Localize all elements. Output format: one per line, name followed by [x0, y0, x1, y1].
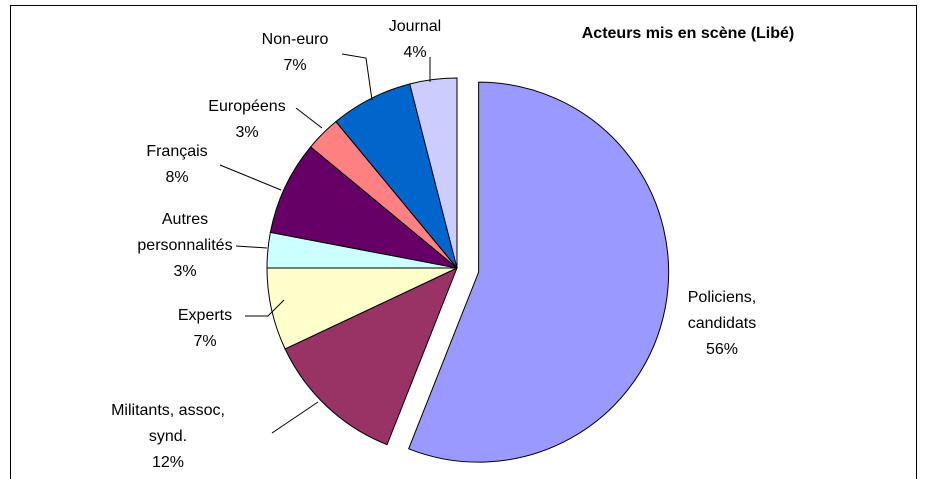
pie-slice [269, 146, 458, 269]
label-line: synd. [149, 428, 187, 445]
value-label: 3% [235, 124, 258, 141]
leader-line [295, 107, 323, 129]
slice-label: Experts [178, 307, 232, 324]
leader-line [341, 53, 373, 101]
chart-title: Acteurs mis en scène (Libé) [582, 25, 795, 42]
label-line: Français [146, 143, 207, 160]
slice-label: Militants, assoc, synd. [111, 402, 225, 445]
value-label: 56% [706, 341, 738, 358]
leader-line [245, 299, 285, 317]
slice-label: Policiens, candidats [688, 289, 757, 332]
label-line: Journal [389, 18, 441, 35]
slice-label: Français [146, 143, 207, 160]
slice-label: Non-euro [262, 31, 329, 48]
value-label: 7% [283, 57, 306, 74]
pie-slice [284, 267, 458, 446]
slice-label: Journal [389, 18, 441, 35]
label-line: Non-euro [262, 31, 329, 48]
label-line: Autres [162, 211, 208, 228]
pie-slice [408, 81, 670, 463]
label-line: Européens [208, 98, 285, 115]
label-line: Militants, assoc, [111, 402, 225, 419]
pie-slice [409, 77, 458, 269]
value-label: 7% [193, 333, 216, 350]
value-label: 3% [173, 263, 196, 280]
leader-line [235, 245, 268, 249]
label-line: candidats [688, 315, 757, 332]
leader-line [271, 401, 319, 434]
value-label: 8% [165, 169, 188, 186]
slice-label: Européens [208, 98, 285, 115]
value-label: 4% [403, 44, 426, 61]
leader-line [219, 164, 282, 191]
slice-label: Autres personnalités [137, 211, 232, 254]
label-line: Experts [178, 307, 232, 324]
label-line: personnalités [137, 237, 232, 254]
value-label: 12% [152, 454, 184, 471]
label-line: Policiens, [688, 289, 756, 306]
